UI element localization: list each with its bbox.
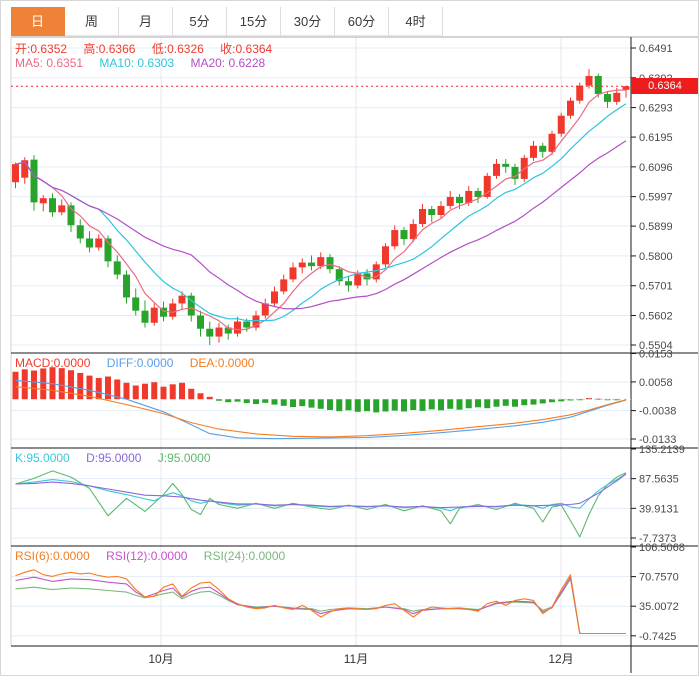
svg-text:0.5997: 0.5997	[639, 192, 673, 204]
k-value: K:95.0000	[15, 451, 70, 465]
svg-text:87.5635: 87.5635	[639, 474, 679, 486]
tab-day[interactable]: 日	[11, 7, 65, 36]
diff-value: DIFF:0.0000	[106, 356, 174, 370]
svg-text:0.0153: 0.0153	[639, 349, 673, 361]
kdj-panel	[15, 470, 627, 538]
rsi12-value: RSI(12):0.0000	[106, 549, 188, 563]
rsi-panel	[15, 569, 626, 635]
svg-text:0.6293: 0.6293	[639, 103, 673, 115]
timeframe-tabbar: 日 周 月 5分 15分 30分 60分 4时	[11, 7, 443, 36]
ma20-value: MA20: 0.6228	[190, 56, 266, 70]
svg-text:-0.0133: -0.0133	[639, 434, 676, 446]
tab-15min[interactable]: 15分	[227, 7, 281, 36]
svg-text:106.5068: 106.5068	[639, 542, 685, 554]
open-value: 开:0.6352	[15, 42, 68, 56]
macd-value: MACD:0.0000	[15, 356, 91, 370]
svg-text:0.5701: 0.5701	[639, 281, 673, 293]
svg-text:0.6195: 0.6195	[639, 132, 673, 144]
svg-text:0.5602: 0.5602	[639, 311, 673, 323]
svg-text:0.6096: 0.6096	[639, 162, 673, 174]
ohlc-legend: 开:0.6352 高:0.6366 低:0.6326 收:0.6364	[15, 40, 285, 57]
svg-text:11月: 11月	[344, 652, 368, 666]
ma-legend: MA5: 0.6351 MA10: 0.6303 MA20: 0.6228	[15, 56, 278, 70]
close-value: 收:0.6364	[220, 42, 273, 56]
svg-text:0.5504: 0.5504	[639, 340, 673, 352]
ma5-value: MA5: 0.6351	[15, 56, 84, 70]
candlestick-layer	[12, 69, 630, 345]
tab-month[interactable]: 月	[119, 7, 173, 36]
svg-text:70.7570: 70.7570	[639, 572, 679, 584]
rsi6-value: RSI(6):0.0000	[15, 549, 90, 563]
rsi24-value: RSI(24):0.0000	[203, 549, 286, 563]
month-axis: 10月 11月 12月	[148, 652, 573, 666]
svg-text:0.0058: 0.0058	[639, 377, 673, 389]
svg-text:35.0072: 35.0072	[639, 601, 679, 613]
high-value: 高:0.6366	[83, 42, 136, 56]
svg-text:-7.7373: -7.7373	[639, 533, 676, 545]
rsi-legend: RSI(6):0.0000 RSI(12):0.0000 RSI(24):0.0…	[15, 549, 298, 563]
svg-text:10月: 10月	[148, 652, 173, 666]
tab-30min[interactable]: 30分	[281, 7, 335, 36]
low-value: 低:0.6326	[151, 42, 204, 56]
tab-5min[interactable]: 5分	[173, 7, 227, 36]
j-value: J:95.0000	[157, 451, 211, 465]
last-price-badge: 0.6364	[631, 78, 698, 95]
tab-4hour[interactable]: 4时	[389, 7, 443, 36]
svg-text:135.2139: 135.2139	[639, 444, 685, 456]
svg-text:0.6491: 0.6491	[639, 43, 673, 55]
svg-text:-0.0038: -0.0038	[639, 406, 676, 418]
tab-week[interactable]: 周	[65, 7, 119, 36]
svg-text:-0.7425: -0.7425	[639, 631, 676, 643]
svg-text:0.5899: 0.5899	[639, 221, 673, 233]
svg-text:12月: 12月	[548, 652, 573, 666]
price-axis-labels: 0.64910.63920.62930.61950.60960.59970.58…	[631, 43, 685, 643]
panel-borders	[10, 36, 698, 673]
d-value: D:95.0000	[86, 451, 142, 465]
ma10-value: MA10: 0.6303	[99, 56, 175, 70]
macd-panel	[12, 367, 631, 440]
tab-60min[interactable]: 60分	[335, 7, 389, 36]
kdj-legend: K:95.0000 D:95.0000 J:95.0000	[15, 451, 224, 465]
ma-lines	[15, 89, 627, 331]
macd-legend: MACD:0.0000 DIFF:0.0000 DEA:0.0000	[15, 356, 267, 370]
svg-text:39.9131: 39.9131	[639, 503, 679, 515]
svg-text:0.5800: 0.5800	[639, 251, 673, 263]
dea-value: DEA:0.0000	[189, 356, 255, 370]
